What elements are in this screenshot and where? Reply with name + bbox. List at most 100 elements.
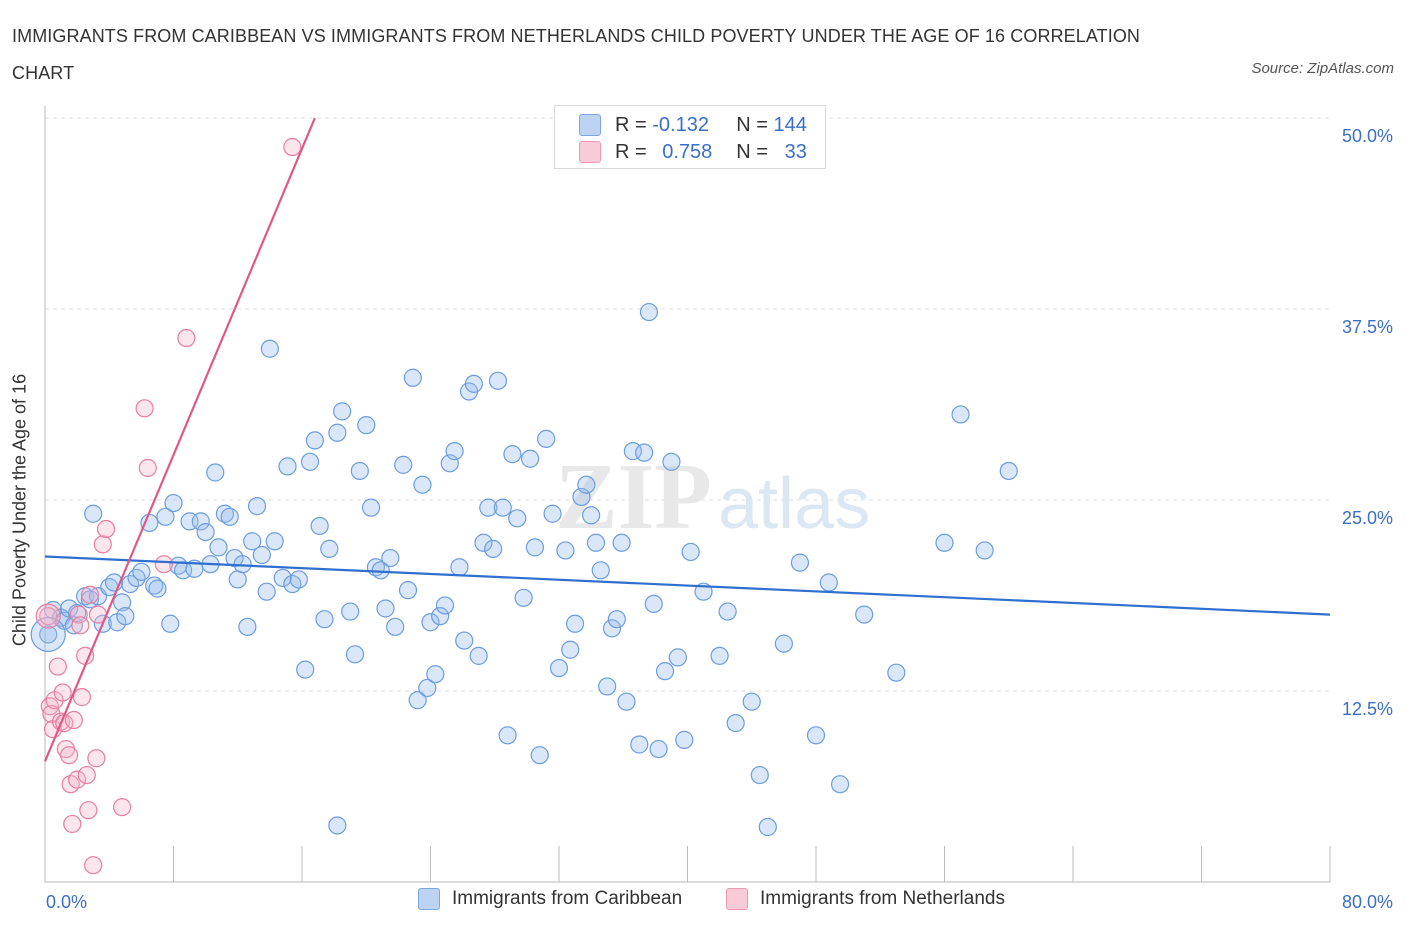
data-point-netherlands [72, 688, 92, 707]
data-point-caribbean [488, 371, 508, 390]
data-point-caribbean [426, 665, 445, 684]
data-point-caribbean [710, 646, 729, 665]
data-point-caribbean [508, 509, 527, 528]
data-point-netherlands [138, 458, 157, 478]
y-tick-label: 50.0% [1342, 126, 1393, 146]
data-point-caribbean [520, 449, 540, 468]
data-point-caribbean [296, 660, 315, 679]
data-point-netherlands [71, 616, 90, 635]
data-point-caribbean [116, 607, 135, 626]
n-value: 144 [773, 113, 807, 136]
data-point-caribbean [164, 493, 183, 513]
data-point-caribbean [681, 542, 700, 562]
data-point-caribbean [252, 545, 271, 565]
x-tick-label: 0.0% [46, 892, 87, 912]
data-point-caribbean [260, 339, 279, 358]
series-caribbean [30, 302, 1018, 837]
trend-lines [43, 117, 1331, 762]
data-point-caribbean [328, 816, 347, 835]
data-point-caribbean [435, 596, 455, 615]
data-point-caribbean [718, 602, 737, 621]
data-point-caribbean [148, 579, 167, 598]
data-point-caribbean [273, 568, 292, 588]
watermark: ZIP [555, 445, 712, 549]
data-point-caribbean [394, 455, 413, 474]
axes [44, 106, 1331, 883]
data-point-caribbean [742, 692, 761, 711]
data-point-caribbean [561, 640, 580, 659]
trend-line-caribbean [44, 555, 1331, 616]
bottom-legend-netherlands: Immigrants from Netherlands [726, 888, 1005, 910]
data-point-caribbean [630, 735, 649, 754]
legend-swatch-caribbean [579, 114, 601, 136]
data-point-caribbean [350, 461, 369, 481]
data-point-netherlands [154, 555, 173, 574]
data-point-caribbean [602, 619, 622, 638]
data-point-caribbean [310, 516, 329, 536]
data-point-caribbean [549, 658, 569, 678]
n-label: N = [736, 140, 768, 163]
data-point-caribbean [514, 588, 533, 607]
r-label: R = [615, 140, 647, 163]
data-point-caribbean [220, 507, 239, 526]
data-point-caribbean [830, 775, 850, 794]
data-point-caribbean [196, 522, 215, 542]
legend-row-netherlands: R = 0.758 N = 33 [579, 140, 807, 164]
data-point-caribbean [228, 570, 247, 589]
data-point-netherlands [39, 607, 58, 626]
data-point-caribbean [247, 497, 267, 516]
data-point-caribbean [156, 507, 175, 526]
data-point-caribbean [320, 539, 339, 558]
data-point-caribbean [774, 634, 793, 653]
data-point-caribbean [215, 504, 234, 523]
data-point-caribbean [278, 457, 297, 476]
data-point-caribbean [469, 646, 488, 665]
data-point-netherlands [59, 746, 79, 765]
r-label: R = [615, 113, 647, 136]
data-point-netherlands [96, 519, 116, 539]
data-point-caribbean [750, 765, 769, 785]
data-point-caribbean [464, 374, 483, 393]
data-point-netherlands [53, 683, 72, 702]
data-point-caribbean [328, 423, 347, 442]
data-point-caribbean [479, 498, 498, 517]
data-point-caribbean [191, 512, 210, 531]
source-label: Source: ZipAtlas.com [1251, 60, 1394, 77]
data-point-caribbean [493, 498, 512, 517]
data-point-caribbean [145, 576, 164, 595]
data-point-netherlands [87, 749, 106, 768]
data-point-caribbean [403, 368, 422, 387]
data-point-caribbean [361, 498, 381, 517]
watermark-atlas: atlas [718, 464, 870, 544]
y-tick-label: 25.0% [1342, 508, 1393, 528]
data-point-caribbean [474, 533, 493, 552]
data-point-netherlands [177, 328, 196, 348]
data-point-caribbean [300, 452, 320, 471]
data-point-netherlands [80, 585, 100, 604]
x-tick-label: 80.0% [1342, 892, 1393, 912]
data-point-caribbean [450, 558, 469, 577]
data-point-caribbean [556, 541, 575, 560]
data-point-netherlands [283, 137, 302, 157]
data-point-caribbean [84, 504, 103, 523]
data-point-caribbean [635, 443, 654, 462]
data-point-caribbean [649, 739, 668, 759]
data-point-caribbean [30, 616, 66, 653]
data-point-caribbean [345, 645, 365, 664]
data-point-caribbean [951, 405, 970, 424]
data-point-caribbean [289, 570, 308, 589]
data-point-caribbean [662, 452, 681, 471]
data-point-caribbean [999, 461, 1018, 481]
data-point-caribbean [315, 610, 334, 629]
series-netherlands [35, 137, 302, 875]
bottom-legend-label: Immigrants from Netherlands [760, 888, 1005, 909]
data-point-caribbean [612, 533, 631, 552]
data-point-caribbean [376, 599, 395, 618]
data-point-caribbean [975, 541, 994, 560]
data-point-caribbean [455, 631, 474, 650]
data-point-caribbean [675, 730, 694, 749]
data-point-caribbean [503, 445, 522, 464]
data-point-netherlands [64, 710, 84, 730]
data-point-caribbean [543, 504, 562, 523]
data-point-caribbean [431, 607, 450, 626]
